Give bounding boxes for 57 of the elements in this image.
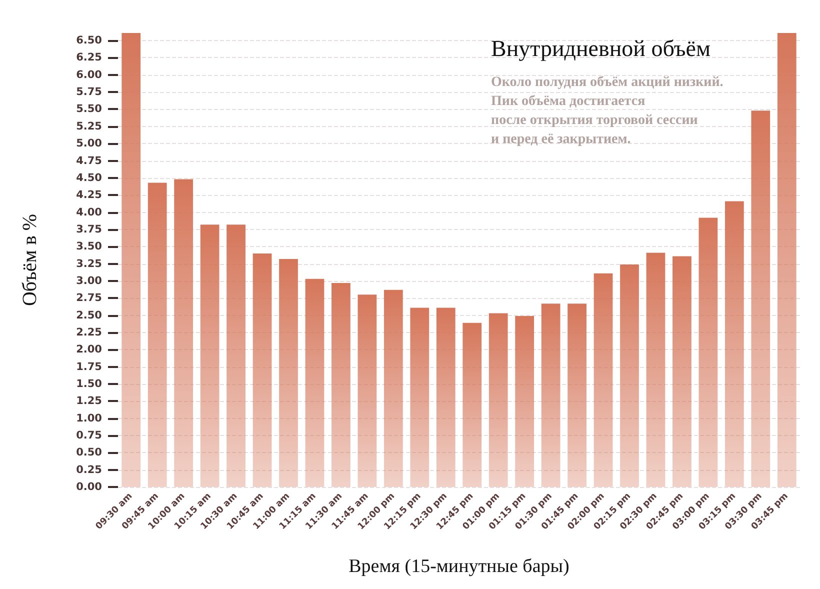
y-tick-label: 2.00 xyxy=(76,344,102,356)
bar xyxy=(148,182,167,487)
y-tick-label: 5.00 xyxy=(76,138,102,150)
bar xyxy=(620,264,639,487)
bar xyxy=(436,308,456,487)
bar xyxy=(672,256,692,487)
bar xyxy=(698,218,718,487)
bar xyxy=(646,252,666,487)
y-tick-label: 0.75 xyxy=(76,429,102,442)
y-tick-label: 2.25 xyxy=(76,326,102,338)
bar xyxy=(332,283,350,487)
y-tick-label: 2.50 xyxy=(76,309,102,322)
bar xyxy=(279,258,298,487)
bar xyxy=(515,316,534,487)
y-tick-label: 3.50 xyxy=(76,240,102,253)
bar xyxy=(462,322,482,487)
y-tick-label: 6.25 xyxy=(76,52,102,64)
chart-title: Внутридневной объём xyxy=(491,36,711,61)
bar xyxy=(568,304,586,487)
y-tick-label: 4.00 xyxy=(76,206,102,218)
y-tick-label: 3.75 xyxy=(76,223,102,236)
y-tick-label: 2.75 xyxy=(76,292,102,304)
y-tick-label: 6.50 xyxy=(76,34,102,47)
bar xyxy=(724,201,744,487)
bar xyxy=(305,278,324,487)
y-tick-label: 5.25 xyxy=(76,120,102,132)
bar xyxy=(594,273,613,487)
y-tick-label: 0.00 xyxy=(76,481,102,493)
y-tick-label: 4.50 xyxy=(76,172,102,184)
bar xyxy=(777,33,796,487)
bar xyxy=(200,224,220,487)
bar xyxy=(541,304,560,487)
y-axis-title: Объём в % xyxy=(19,214,41,306)
y-tick-label: 4.25 xyxy=(76,189,102,202)
y-tick-label: 4.75 xyxy=(76,154,102,167)
y-tick-label: 1.50 xyxy=(76,378,102,390)
bar xyxy=(252,253,272,487)
x-axis-title: Время (15-минутные бары) xyxy=(348,556,570,577)
bar xyxy=(174,179,194,487)
bar xyxy=(410,308,430,487)
y-tick-label: 1.75 xyxy=(76,360,102,373)
y-tick-label: 0.25 xyxy=(76,464,102,476)
y-tick-label: 5.75 xyxy=(76,86,102,98)
bar xyxy=(122,33,141,487)
bar xyxy=(384,290,403,487)
bar xyxy=(751,110,770,487)
y-tick-label: 6.00 xyxy=(76,68,102,81)
y-tick-label: 3.00 xyxy=(76,274,102,287)
bar xyxy=(226,224,246,487)
y-tick-label: 1.00 xyxy=(76,412,102,424)
bar xyxy=(358,294,377,487)
text: Около полудня объём акций низкий. Пик объёма достигается после открытия торговой сессии и перед её закрытием. xyxy=(491,75,724,147)
y-tick-label: 1.25 xyxy=(76,395,102,408)
y-tick-label: 5.50 xyxy=(76,103,102,116)
y-tick-label: 0.50 xyxy=(76,446,102,459)
y-tick-label: 3.25 xyxy=(76,258,102,270)
bar xyxy=(488,313,508,487)
